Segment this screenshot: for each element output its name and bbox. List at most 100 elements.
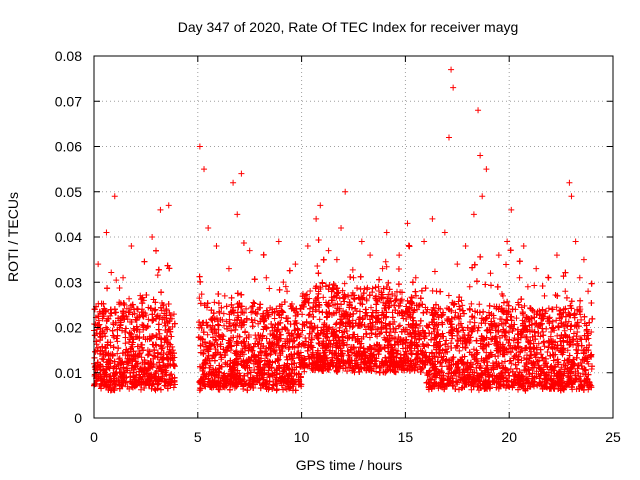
data-point: [373, 368, 380, 375]
data-point: [474, 327, 481, 334]
data-point: [479, 193, 486, 200]
data-point: [122, 340, 129, 347]
data-point: [458, 297, 465, 304]
data-point: [541, 343, 548, 350]
data-point: [196, 143, 203, 150]
data-point: [333, 256, 340, 263]
data-point: [533, 265, 540, 272]
data-point: [556, 307, 563, 314]
data-point: [216, 308, 223, 315]
data-point: [545, 274, 552, 281]
data-point: [558, 364, 565, 371]
data-point: [138, 386, 145, 393]
data-point: [508, 206, 515, 213]
data-point: [317, 202, 324, 209]
data-point: [574, 329, 581, 336]
data-point: [223, 318, 230, 325]
data-point: [390, 368, 397, 375]
data-point: [429, 215, 436, 222]
data-point: [412, 274, 419, 281]
data-point: [431, 268, 438, 275]
data-point: [456, 303, 463, 310]
data-point: [520, 243, 527, 250]
data-point: [198, 291, 205, 298]
data-point: [549, 318, 556, 325]
data-point: [99, 315, 106, 322]
data-point: [568, 193, 575, 200]
data-point: [379, 265, 386, 272]
data-point: [391, 329, 398, 336]
data-point: [308, 320, 315, 327]
data-point: [431, 335, 438, 342]
data-point: [201, 382, 208, 389]
data-point: [483, 166, 490, 173]
data-point: [375, 283, 382, 290]
data-point: [213, 337, 220, 344]
data-point: [292, 261, 299, 268]
data-point: [456, 347, 463, 354]
data-point: [475, 107, 482, 114]
data-point: [201, 166, 208, 173]
data-point: [521, 354, 528, 361]
data-point: [269, 332, 276, 339]
data-point: [513, 315, 520, 322]
data-point: [572, 238, 579, 245]
data-point: [339, 287, 346, 294]
data-point: [531, 282, 538, 289]
data-point: [303, 338, 310, 345]
data-point: [504, 238, 511, 245]
data-point: [396, 322, 403, 329]
data-point: [439, 363, 446, 370]
data-point: [170, 311, 177, 318]
data-point: [271, 315, 278, 322]
data-point: [157, 206, 164, 213]
data-point: [560, 323, 567, 330]
data-point: [282, 283, 289, 290]
data-point: [103, 229, 110, 236]
data-point: [467, 319, 474, 326]
data-point: [138, 354, 145, 361]
data-point: [577, 335, 584, 342]
data-point: [149, 234, 156, 240]
data-point: [521, 302, 528, 309]
data-point: [227, 338, 234, 345]
data-point: [326, 282, 333, 289]
data-point: [577, 311, 584, 318]
data-point: [468, 300, 475, 307]
data-point: [400, 315, 407, 322]
data-point: [284, 288, 291, 295]
data-point: [511, 335, 518, 342]
data-point: [119, 327, 126, 334]
data-point: [568, 322, 575, 329]
data-point: [196, 295, 203, 302]
data-point: [209, 322, 216, 329]
data-point: [422, 304, 429, 311]
data-point: [363, 331, 370, 338]
data-point: [383, 263, 390, 270]
data-point: [471, 319, 478, 326]
data-point: [303, 318, 310, 325]
data-point: [518, 304, 525, 311]
data-point: [295, 330, 302, 337]
data-point: [458, 385, 465, 392]
data-point: [349, 266, 356, 273]
data-point: [154, 272, 161, 279]
data-point: [441, 229, 448, 236]
data-point: [576, 274, 583, 281]
data-point: [368, 304, 375, 311]
data-point: [314, 262, 321, 269]
data-point: [234, 211, 241, 218]
data-point: [445, 292, 452, 299]
data-point: [165, 202, 172, 209]
data-point: [304, 243, 311, 250]
data-point: [250, 299, 257, 306]
data-point: [520, 312, 527, 319]
data-point: [266, 285, 273, 292]
data-point: [547, 333, 554, 340]
data-point: [422, 349, 429, 356]
data-point: [544, 349, 551, 356]
data-point: [585, 288, 592, 295]
data-point: [170, 384, 177, 391]
data-point: [383, 229, 390, 236]
data-point: [213, 243, 220, 250]
